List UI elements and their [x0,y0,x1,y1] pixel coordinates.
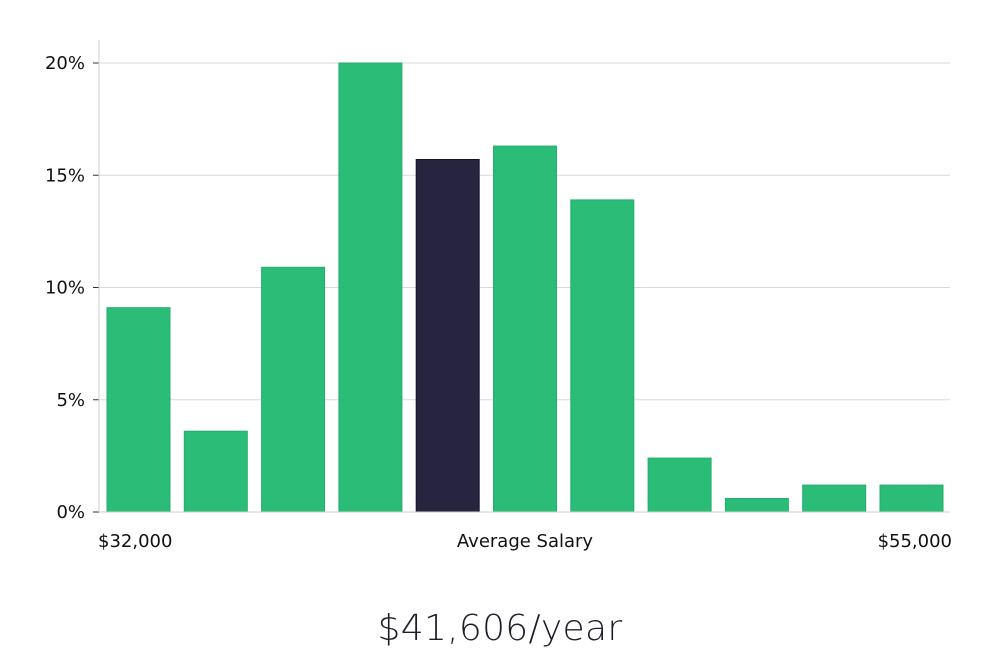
bar [261,266,326,513]
y-tick-label: 10% [45,278,85,299]
bar [493,145,557,513]
x-axis-labels: $32,000 Average Salary $55,000 [98,531,952,552]
chart-canvas: 0% 5% 10% 15% 20% $32,000 Average Salary $55… [45,40,952,552]
bar [724,498,789,513]
x-min-label: $32,000 [98,531,172,552]
bar [647,457,712,513]
bars [106,62,944,513]
y-tick-label: 5% [56,390,85,411]
bar [338,62,403,513]
bar [802,484,867,513]
y-tick-label: 15% [45,165,85,186]
y-tick-label: 0% [56,502,85,523]
y-tick-label: 20% [45,53,85,74]
y-tick-labels: 0% 5% 10% 15% 20% [45,53,85,523]
axes [93,40,950,513]
bar [183,430,248,513]
bar [879,484,944,513]
average-salary-caption: $41,606/year [377,608,623,649]
x-axis-title: Average Salary [457,531,594,552]
highlighted-bar [415,159,480,513]
bar [106,307,171,513]
x-max-label: $55,000 [878,531,952,552]
bar [570,199,635,513]
